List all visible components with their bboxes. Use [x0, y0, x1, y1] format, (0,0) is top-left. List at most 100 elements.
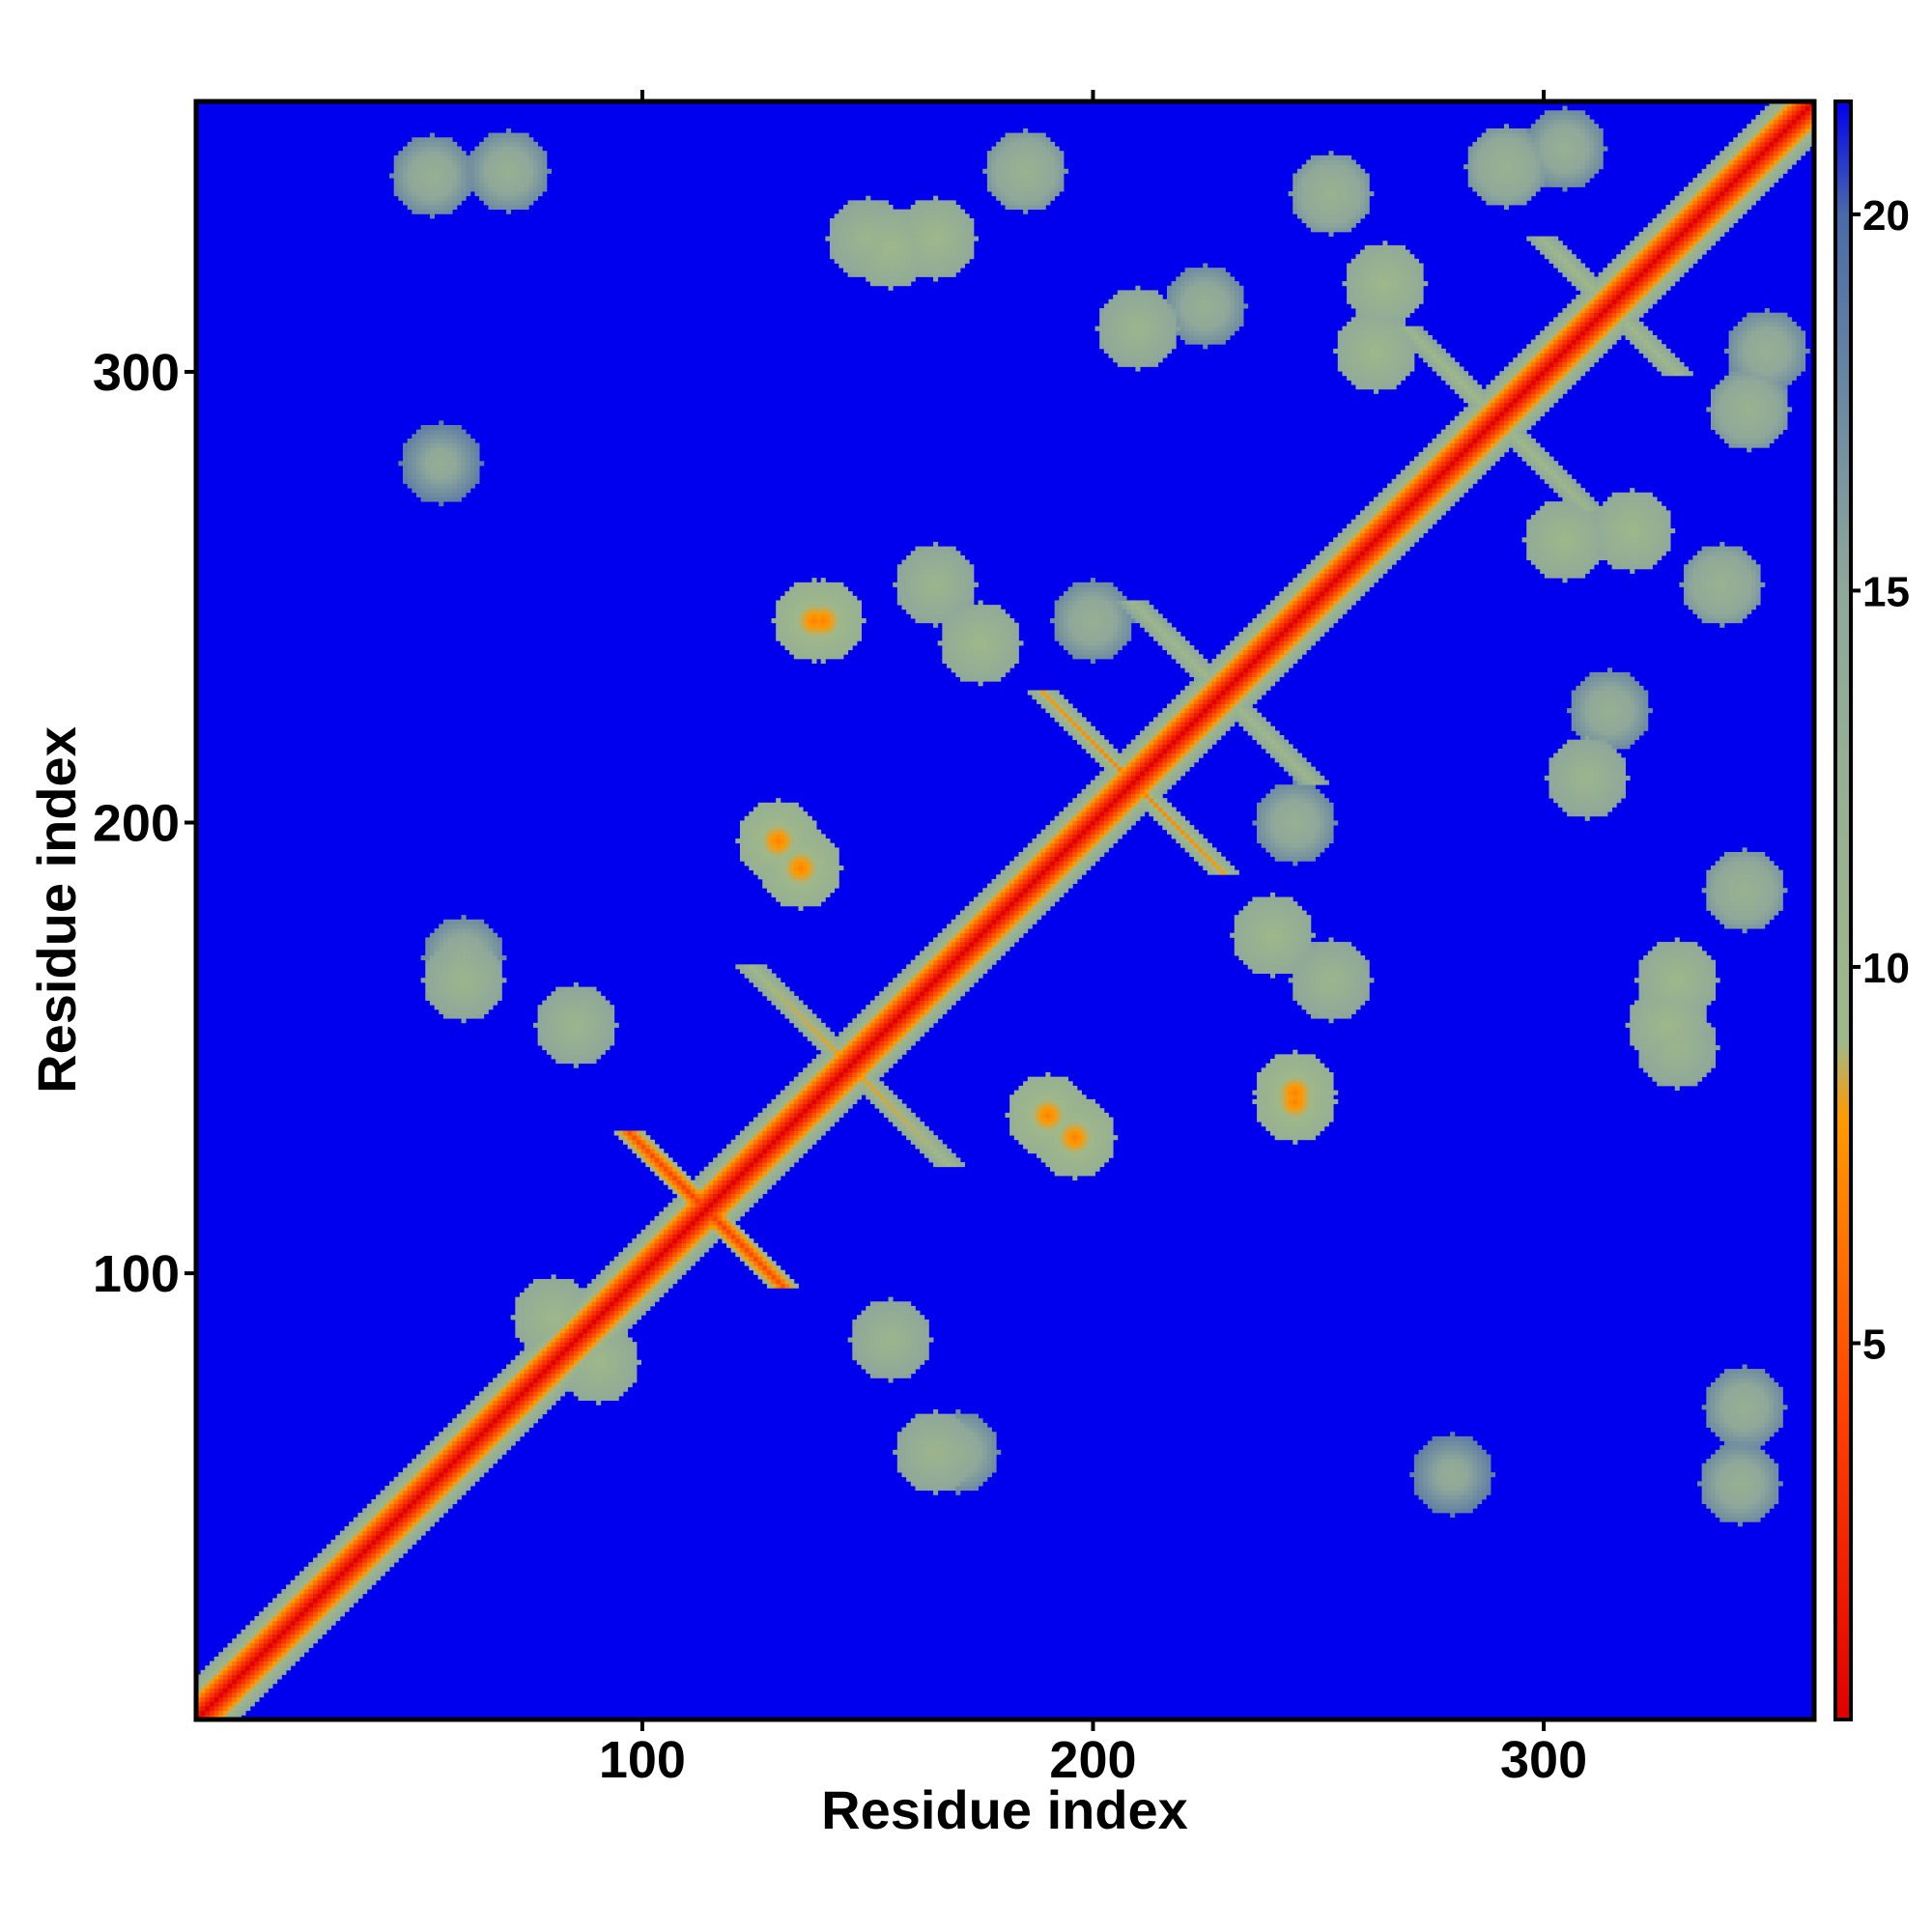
heatmap-cell — [281, 1652, 287, 1658]
heatmap-cell — [1733, 1427, 1739, 1433]
heatmap-cell — [1760, 1512, 1766, 1519]
heatmap-cell — [645, 1292, 651, 1298]
heatmap-cell — [901, 1301, 907, 1307]
heatmap-cell — [636, 1256, 642, 1262]
heatmap-cell — [762, 1188, 768, 1195]
heatmap-cell — [232, 1652, 238, 1658]
heatmap-cell — [986, 1459, 992, 1464]
heatmap-cell — [605, 1373, 611, 1378]
heatmap-cell — [915, 1337, 921, 1343]
heatmap-cell — [672, 1162, 678, 1168]
heatmap-cell — [1067, 1094, 1073, 1100]
heatmap-cell — [771, 1261, 777, 1266]
heatmap-cell — [564, 1332, 570, 1338]
heatmap-cell — [888, 1355, 894, 1361]
heatmap-cell — [546, 1296, 552, 1302]
heatmap-cell — [1037, 1149, 1042, 1154]
heatmap-cell — [605, 1310, 611, 1316]
heatmap-cell — [272, 1642, 278, 1648]
heatmap-cell — [789, 1152, 795, 1158]
heatmap-cell — [910, 1332, 916, 1338]
heatmap-cell — [807, 1112, 812, 1118]
heatmap-cell — [357, 1579, 363, 1585]
heatmap-cell — [686, 1207, 692, 1212]
heatmap-cell — [627, 1359, 633, 1365]
heatmap-cell — [690, 1198, 696, 1204]
heatmap-cell — [281, 1642, 287, 1648]
heatmap-cell — [1728, 1494, 1734, 1500]
heatmap-cell — [384, 1486, 390, 1492]
heatmap-cell — [303, 1625, 309, 1631]
heatmap-cell — [447, 1449, 453, 1455]
heatmap-cell — [1719, 1476, 1725, 1482]
heatmap-cell — [339, 1552, 345, 1558]
heatmap-cell — [303, 1589, 309, 1595]
heatmap-cell — [1723, 1378, 1729, 1383]
heatmap-cell — [600, 1350, 606, 1356]
heatmap-cell — [803, 1130, 809, 1136]
heatmap-cell — [1764, 1476, 1770, 1482]
heatmap-cell — [1445, 1494, 1451, 1500]
heatmap-cell — [582, 1396, 588, 1402]
heatmap-cell — [906, 1440, 912, 1446]
heatmap-cell — [896, 1454, 902, 1460]
heatmap-cell — [1045, 1130, 1051, 1136]
heatmap-cell — [969, 1476, 975, 1482]
heatmap-cell — [640, 1229, 646, 1235]
heatmap-cell — [1027, 1108, 1033, 1114]
heatmap-cell — [259, 1634, 265, 1639]
heatmap-cell — [506, 1396, 512, 1402]
heatmap-cell — [1777, 1391, 1783, 1397]
heatmap-cell — [1090, 1130, 1095, 1136]
heatmap-cell — [906, 1355, 912, 1361]
heatmap-cell — [771, 1098, 777, 1104]
heatmap-cell — [645, 1279, 651, 1285]
heatmap-cell — [1774, 1382, 1779, 1388]
heatmap-cell — [627, 1283, 633, 1289]
heatmap-cell — [1706, 1391, 1712, 1397]
heatmap-cell — [263, 1683, 269, 1689]
heatmap-cell — [520, 1337, 526, 1343]
heatmap-cell — [947, 1149, 952, 1154]
heatmap-cell — [973, 1432, 979, 1437]
heatmap-cell — [407, 1499, 412, 1505]
heatmap-cell — [901, 1323, 907, 1329]
heatmap-cell — [888, 1337, 894, 1343]
heatmap-cell — [308, 1634, 314, 1639]
heatmap-cell — [1261, 1094, 1266, 1100]
heatmap-cell — [866, 1355, 871, 1361]
heatmap-cell — [1706, 1463, 1712, 1468]
heatmap-cell — [1733, 1463, 1739, 1468]
heatmap-cell — [474, 1396, 480, 1402]
heatmap-cell — [1413, 1454, 1419, 1460]
heatmap-cell — [268, 1679, 273, 1685]
heatmap-cell — [893, 1319, 898, 1324]
heatmap-cell — [1054, 1144, 1060, 1150]
heatmap-cell — [551, 1315, 556, 1321]
heatmap-cell — [915, 1122, 921, 1127]
heatmap-cell — [610, 1346, 615, 1351]
heatmap-cell — [937, 1481, 943, 1487]
heatmap-cell — [1059, 1103, 1065, 1109]
heatmap-cell — [663, 1242, 668, 1248]
heatmap-cell — [322, 1615, 327, 1622]
heatmap-cell — [555, 1350, 561, 1356]
heatmap-cell — [937, 1413, 943, 1419]
heatmap-cell — [227, 1688, 233, 1693]
heatmap-cell — [686, 1220, 692, 1226]
heatmap-cell — [1750, 1427, 1756, 1433]
heatmap-cell — [1481, 1486, 1487, 1492]
heatmap-cell — [532, 1319, 539, 1324]
heatmap-cell — [1777, 1400, 1783, 1406]
heatmap-cell — [1723, 1508, 1729, 1514]
heatmap-cell — [883, 1323, 889, 1329]
heatmap-cell — [330, 1603, 336, 1608]
heatmap-cell — [398, 1481, 404, 1487]
heatmap-cell — [933, 1486, 939, 1492]
heatmap-cell — [771, 1112, 777, 1118]
heatmap-cell — [407, 1503, 412, 1509]
heatmap-cell — [1427, 1472, 1433, 1478]
heatmap-cell — [524, 1323, 529, 1329]
heatmap-cell — [757, 1112, 763, 1118]
heatmap-cell — [488, 1386, 494, 1392]
